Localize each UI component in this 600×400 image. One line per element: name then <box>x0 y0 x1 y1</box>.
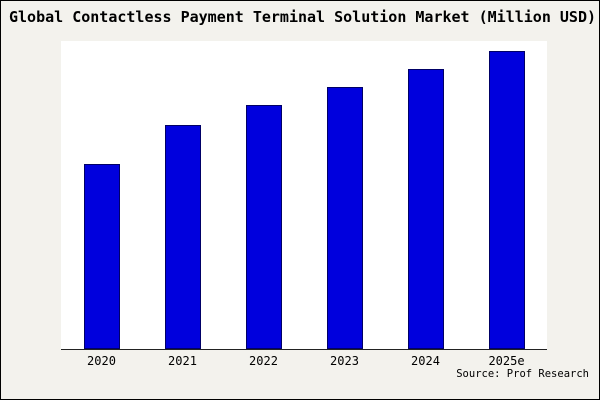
x-tick-2024: 2024 <box>411 354 440 368</box>
bar-slot-2022 <box>223 41 304 349</box>
x-tick-2020: 2020 <box>87 354 116 368</box>
bar-slot-2023 <box>304 41 385 349</box>
bar-slot-2021 <box>142 41 223 349</box>
bar-slot-2020 <box>61 41 142 349</box>
bars-container <box>61 41 547 349</box>
bar-2021 <box>164 125 201 349</box>
x-tick-2021: 2021 <box>168 354 197 368</box>
x-axis-labels: 2020 2021 2022 2023 2024 2025e <box>61 354 547 368</box>
bar-2020 <box>83 164 120 349</box>
plot-area <box>61 41 547 350</box>
chart-title: Global Contactless Payment Terminal Solu… <box>9 8 596 26</box>
bar-2025e <box>488 51 525 349</box>
bar-2023 <box>326 87 363 349</box>
bar-2024 <box>407 69 444 349</box>
bar-slot-2024 <box>385 41 466 349</box>
bar-2022 <box>245 105 282 349</box>
x-tick-2022: 2022 <box>249 354 278 368</box>
source-label: Source: Prof Research <box>456 368 589 380</box>
x-tick-2025e: 2025e <box>488 354 525 368</box>
bar-slot-2025e <box>466 41 547 349</box>
x-tick-2023: 2023 <box>330 354 359 368</box>
